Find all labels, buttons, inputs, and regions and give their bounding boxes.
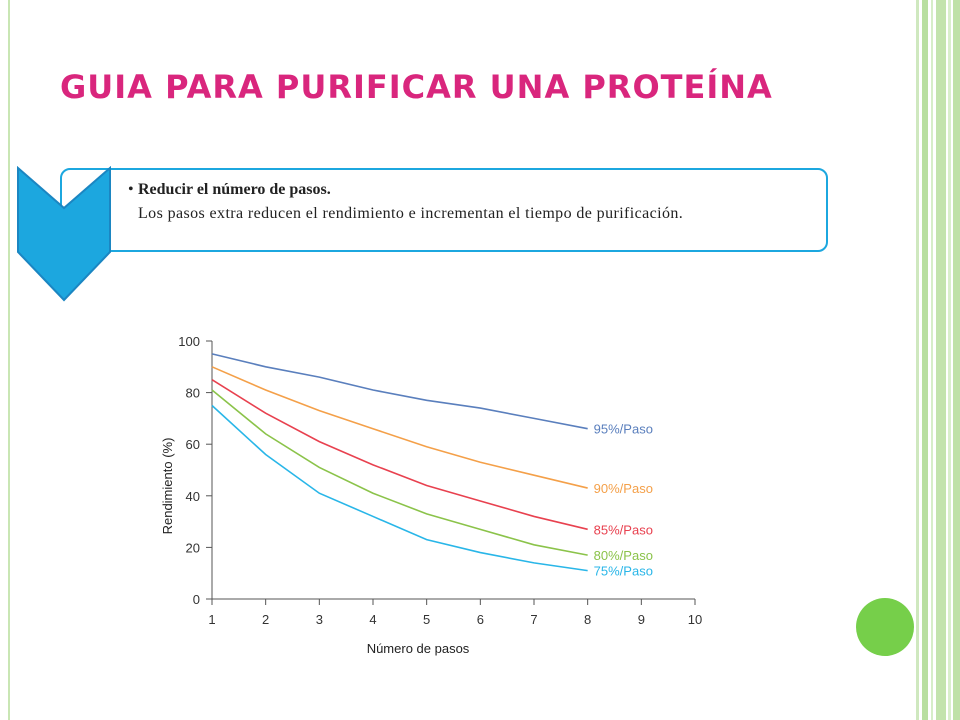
x-tick-label: 6 xyxy=(477,612,484,627)
x-tick-label: 8 xyxy=(584,612,591,627)
series-label: 85%/Paso xyxy=(594,522,653,537)
series-label: 90%/Paso xyxy=(594,481,653,496)
callout-bullet: • Reducir el número de pasos. xyxy=(128,178,768,202)
bullet-dot-icon: • xyxy=(128,181,134,198)
chart-lines xyxy=(211,353,588,572)
stripe xyxy=(953,0,960,720)
stripe xyxy=(948,0,951,720)
y-tick-label: 20 xyxy=(186,540,200,555)
series-label: 80%/Paso xyxy=(594,548,653,563)
y-tick-label: 40 xyxy=(186,489,200,504)
series-label: 75%/Paso xyxy=(594,564,653,579)
y-axis-label: Rendimiento (%) xyxy=(160,438,175,535)
series-line xyxy=(211,379,588,531)
x-tick-label: 1 xyxy=(208,612,215,627)
x-tick-label: 9 xyxy=(638,612,645,627)
stripe xyxy=(922,0,928,720)
series-line xyxy=(211,366,588,489)
bullet-heading: Reducir el número de pasos. xyxy=(138,181,331,198)
series-line xyxy=(211,389,588,556)
x-tick-label: 5 xyxy=(423,612,430,627)
callout-body: Los pasos extra reducen el rendimiento e… xyxy=(138,205,684,222)
stripe xyxy=(931,0,933,720)
y-tick-label: 60 xyxy=(186,437,200,452)
x-tick-label: 7 xyxy=(530,612,537,627)
left-border-line xyxy=(8,0,10,720)
series-line xyxy=(211,353,588,430)
y-tick-label: 100 xyxy=(178,334,200,349)
x-axis-label: Número de pasos xyxy=(367,641,470,656)
x-tick-label: 2 xyxy=(262,612,269,627)
y-tick-label: 0 xyxy=(193,592,200,607)
x-tick-label: 3 xyxy=(316,612,323,627)
callout-text: • Reducir el número de pasos. Los pasos e… xyxy=(128,178,768,226)
slide-title: GUIA PARA PURIFICAR UNA PROTEÍNA xyxy=(60,68,773,106)
series-label: 95%/Paso xyxy=(594,422,653,437)
stripe xyxy=(916,0,919,720)
chevron-down-icon xyxy=(17,166,111,302)
y-tick-label: 80 xyxy=(186,386,200,401)
right-decor-stripes xyxy=(916,0,960,720)
stripe xyxy=(936,0,946,720)
green-circle-decoration xyxy=(856,598,914,656)
x-tick-label: 10 xyxy=(688,612,702,627)
callout-box xyxy=(60,168,828,252)
x-tick-label: 4 xyxy=(369,612,376,627)
series-line xyxy=(211,404,588,572)
